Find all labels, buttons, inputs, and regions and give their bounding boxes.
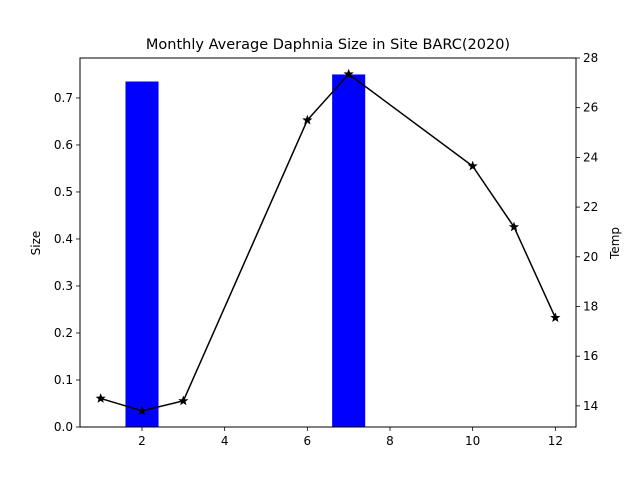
y-right-tick-label-22: 22 xyxy=(583,200,598,214)
y-right-tick-label-28: 28 xyxy=(583,51,598,65)
y-right-tick-label-20: 20 xyxy=(583,250,598,264)
bar-month-2 xyxy=(125,81,159,428)
x-tick-label-6: 6 xyxy=(304,434,312,448)
bars-layer xyxy=(125,74,366,428)
x-tick-label-12: 12 xyxy=(548,434,563,448)
y-right-tick-label-14: 14 xyxy=(583,399,598,413)
y-left-tick-label-0.5: 0.5 xyxy=(54,185,73,199)
x-tick-label-4: 4 xyxy=(221,434,229,448)
y-left-tick-label-0.4: 0.4 xyxy=(54,232,73,246)
y-right-tick-label-16: 16 xyxy=(583,349,598,363)
y-right-tick-label-26: 26 xyxy=(583,101,598,115)
temp-point-month-1 xyxy=(95,393,106,403)
y-axis-right-label: Temp xyxy=(608,227,622,260)
y-axis-left-label: Size xyxy=(29,231,43,256)
temp-point-month-12 xyxy=(550,312,561,322)
x-tick-label-8: 8 xyxy=(386,434,394,448)
y-left-tick-label-0.0: 0.0 xyxy=(54,420,73,434)
plot-frame xyxy=(79,57,577,428)
y-axis-left: 0.0 0.1 0.2 0.3 0.4 0.5 0.6 0.7 xyxy=(54,91,80,434)
bar-month-7 xyxy=(332,74,366,427)
temp-point-month-6 xyxy=(302,114,313,125)
y-left-tick-label-0.7: 0.7 xyxy=(54,91,73,105)
y-left-tick-label-0.6: 0.6 xyxy=(54,138,73,152)
y-right-tick-label-18: 18 xyxy=(583,299,598,313)
x-axis: 2 4 6 8 10 12 xyxy=(138,427,563,448)
y-left-tick-label-0.3: 0.3 xyxy=(54,279,73,293)
y-left-tick-label-0.2: 0.2 xyxy=(54,326,73,340)
temp-point-month-2 xyxy=(136,405,148,416)
line-layer xyxy=(95,68,561,416)
y-left-tick-label-0.1: 0.1 xyxy=(54,373,73,387)
temp-point-month-7 xyxy=(343,68,354,79)
x-tick-label-2: 2 xyxy=(138,434,146,448)
temp-line xyxy=(100,73,557,412)
temp-point-month-3 xyxy=(178,395,189,406)
x-tick-label-10: 10 xyxy=(465,434,480,448)
y-axis-right: 14 16 18 20 22 24 26 28 xyxy=(576,51,598,413)
temp-point-month-11 xyxy=(508,221,520,232)
y-right-tick-label-24: 24 xyxy=(583,150,598,164)
temp-point-month-10 xyxy=(467,160,478,171)
chart-title: Monthly Average Daphnia Size in Site BAR… xyxy=(146,37,510,53)
